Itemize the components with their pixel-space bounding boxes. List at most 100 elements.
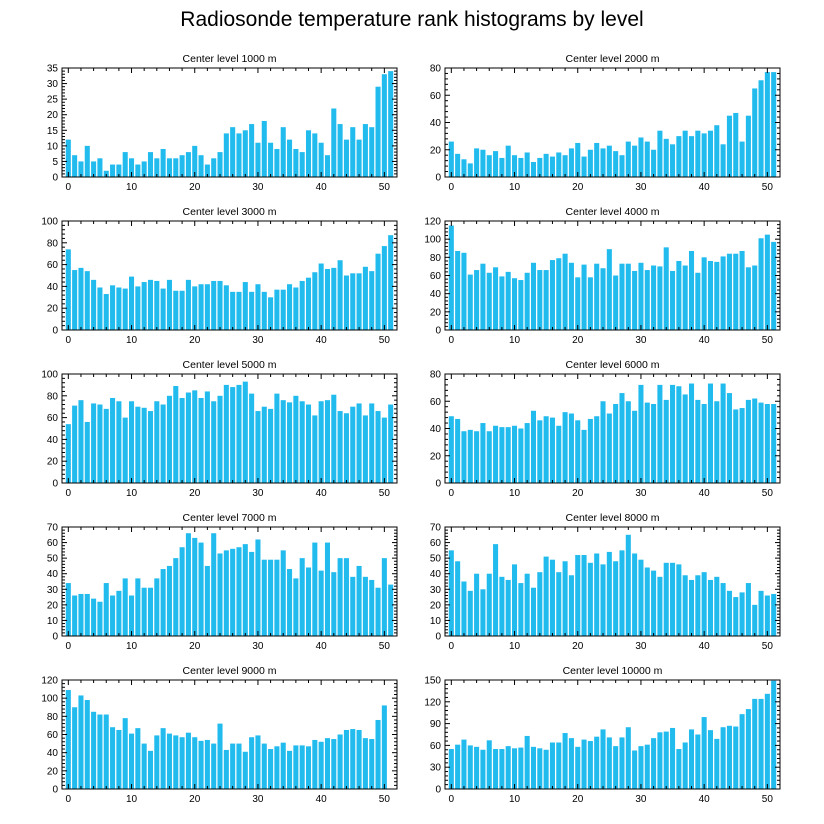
bar-rank-40 <box>318 142 324 177</box>
bar-rank-15 <box>543 270 549 330</box>
bar-rank-2 <box>78 400 84 483</box>
bar-rank-31 <box>261 559 267 636</box>
bar-rank-26 <box>613 275 619 330</box>
bar-rank-9 <box>122 288 128 330</box>
y-tick-label: 40 <box>47 748 59 759</box>
bar-rank-16 <box>166 733 172 789</box>
bar-rank-49 <box>758 80 764 177</box>
bar-rank-27 <box>236 743 242 789</box>
bar-rank-6 <box>486 272 492 330</box>
bar-rank-5 <box>97 287 103 330</box>
bar-rank-40 <box>318 570 324 636</box>
bar-rank-25 <box>223 749 229 789</box>
x-tick-label: 0 <box>449 335 455 346</box>
bar-rank-43 <box>337 734 343 789</box>
bar-rank-19 <box>185 732 191 789</box>
y-tick-label: 80 <box>430 253 442 264</box>
bar-rank-11 <box>135 578 141 636</box>
bar-rank-27 <box>236 547 242 636</box>
x-tick-label: 50 <box>762 335 774 346</box>
y-tick-label: 40 <box>430 118 442 129</box>
bar-rank-26 <box>230 387 236 483</box>
bar-rank-9 <box>122 578 128 636</box>
bar-rank-19 <box>185 152 191 177</box>
bar-rank-35 <box>287 284 293 330</box>
y-tick-label: 0 <box>435 479 441 490</box>
x-tick-label: 40 <box>316 335 328 346</box>
bar-rank-29 <box>249 737 255 789</box>
y-tick-label: 0 <box>52 479 58 490</box>
bar-rank-35 <box>670 144 676 177</box>
bar-rank-6 <box>486 155 492 177</box>
bar-rank-2 <box>461 159 467 177</box>
bar-rank-3 <box>84 145 90 177</box>
bar-rank-0 <box>65 583 71 636</box>
bar-rank-11 <box>518 583 524 636</box>
panel-6: Center level 6000 m 0 20 40 60 80 0 10 20 30 40 50 <box>430 359 781 499</box>
bar-rank-6 <box>486 740 492 789</box>
bar-rank-17 <box>556 258 562 330</box>
bar-rank-30 <box>255 539 261 636</box>
bar-rank-14 <box>154 735 160 789</box>
bar-rank-49 <box>375 86 381 177</box>
bar-rank-18 <box>179 397 185 483</box>
y-tick-label: 10 <box>47 616 59 627</box>
plot-frame <box>61 373 398 484</box>
bar-rank-1 <box>72 707 78 789</box>
bar-rank-41 <box>324 400 330 483</box>
bar-rank-24 <box>600 729 606 789</box>
plot-frame <box>444 679 781 790</box>
bar-rank-49 <box>758 402 764 483</box>
bar-rank-44 <box>343 413 349 483</box>
bar-rank-30 <box>638 746 644 789</box>
panel-title: Center level 1000 m <box>183 53 277 65</box>
bar-rank-5 <box>97 601 103 636</box>
bar-rank-24 <box>600 148 606 177</box>
bar-rank-15 <box>543 749 549 789</box>
bar-rank-8 <box>499 749 505 789</box>
bar-rank-25 <box>223 285 229 330</box>
x-tick-label: 40 <box>316 641 328 652</box>
bar-rank-32 <box>268 559 274 636</box>
bar-rank-47 <box>362 266 368 330</box>
bar-rank-34 <box>280 400 286 483</box>
bar-rank-46 <box>739 408 745 483</box>
panel-title: Center level 4000 m <box>566 206 660 218</box>
bar-rank-25 <box>606 413 612 483</box>
bar-rank-15 <box>543 556 549 636</box>
bar-rank-1 <box>455 744 461 789</box>
bar-rank-5 <box>97 714 103 789</box>
bar-rank-42 <box>331 572 337 636</box>
bar-rank-33 <box>657 130 663 177</box>
bar-rank-11 <box>518 280 524 330</box>
y-tick-label: 120 <box>424 217 441 228</box>
bar-rank-12 <box>524 573 530 636</box>
bar-rank-16 <box>166 395 172 483</box>
bar-rank-50 <box>381 246 387 330</box>
main-title: Radiosonde temperature rank histograms b… <box>180 8 644 31</box>
bar-rank-43 <box>337 558 343 636</box>
bar-rank-34 <box>663 399 669 483</box>
bar-rank-40 <box>318 263 324 330</box>
bar-rank-42 <box>331 739 337 789</box>
bar-rank-7 <box>493 151 499 177</box>
y-tick-label: 0 <box>52 173 58 184</box>
bar-rank-8 <box>116 729 122 789</box>
bar-rank-46 <box>356 729 362 789</box>
bar-rank-37 <box>682 265 688 330</box>
bar-rank-11 <box>518 428 524 483</box>
bar-rank-12 <box>524 423 530 483</box>
bar-rank-19 <box>568 738 574 789</box>
y-tick-label: 40 <box>430 289 442 300</box>
bar-rank-3 <box>467 274 473 330</box>
bar-rank-41 <box>707 260 713 330</box>
y-tick-label: 0 <box>435 173 441 184</box>
bar-rank-23 <box>211 280 217 330</box>
bar-rank-50 <box>381 74 387 177</box>
bar-rank-23 <box>211 158 217 177</box>
bar-rank-48 <box>369 739 375 789</box>
bar-rank-2 <box>78 267 84 330</box>
bar-rank-42 <box>714 576 720 636</box>
bar-rank-31 <box>261 743 267 789</box>
bar-rank-29 <box>632 145 638 177</box>
